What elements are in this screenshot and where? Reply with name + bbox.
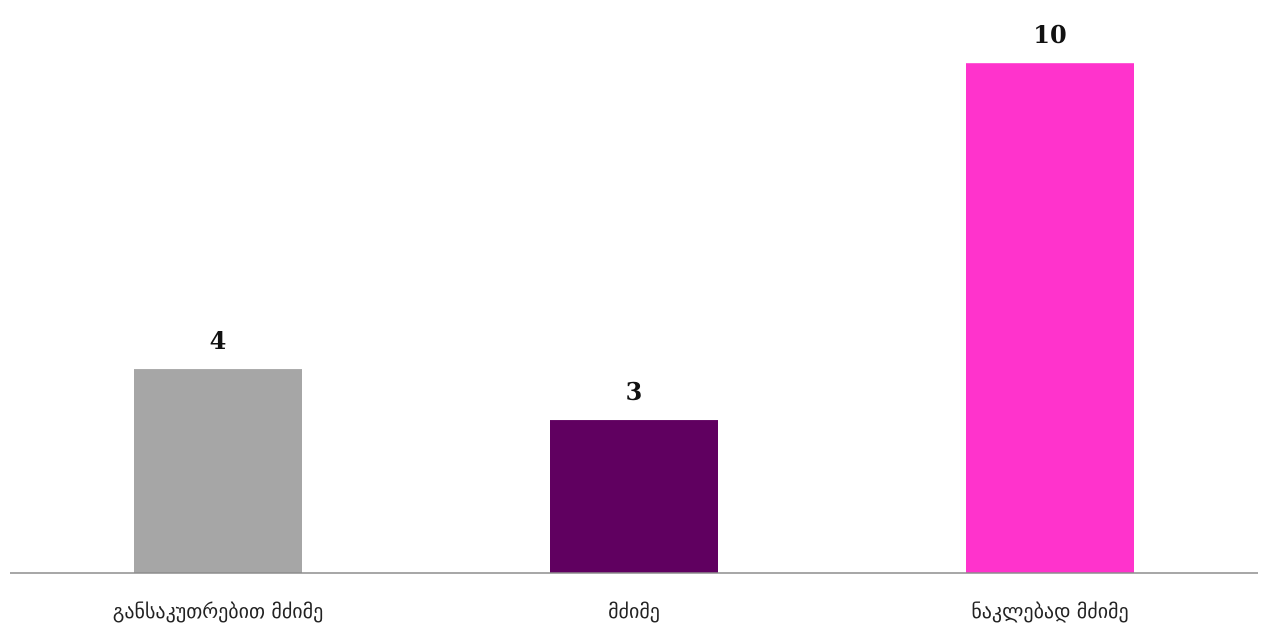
bar-1 bbox=[134, 369, 302, 573]
category-label-2: მძიმე bbox=[608, 599, 660, 623]
bar-2 bbox=[550, 420, 718, 573]
category-label-3: ნაკლებად მძიმე bbox=[971, 599, 1128, 623]
value-labels-group: 4 3 10 bbox=[210, 20, 1067, 406]
category-labels-group: განსაკუთრებით მძიმე მძიმე ნაკლებად მძიმე bbox=[113, 599, 1129, 623]
bar-3 bbox=[966, 63, 1134, 574]
category-label-1: განსაკუთრებით მძიმე bbox=[113, 599, 324, 623]
data-label-2: 3 bbox=[626, 377, 643, 406]
bars-group bbox=[134, 63, 1134, 574]
data-label-1: 4 bbox=[210, 326, 227, 355]
data-label-3: 10 bbox=[1033, 20, 1066, 49]
